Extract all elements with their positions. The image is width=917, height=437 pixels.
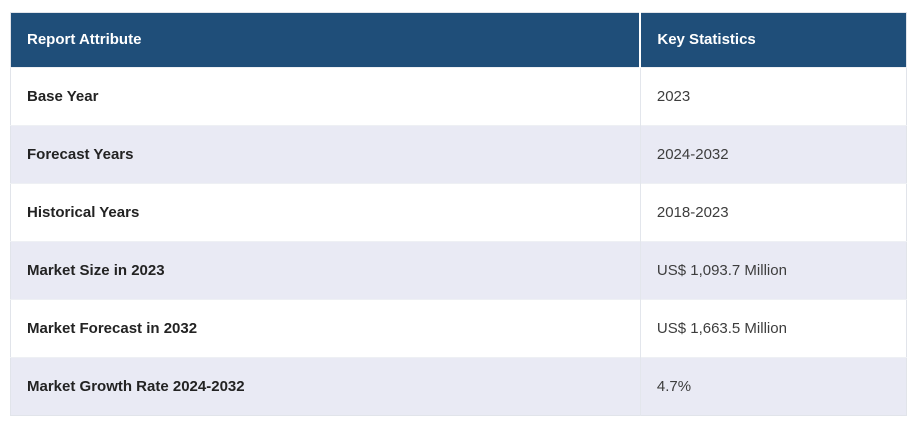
value-cell: US$ 1,093.7 Million — [639, 241, 907, 300]
table-body: Base Year 2023 Forecast Years 2024-2032 … — [10, 67, 907, 416]
table-header: Report Attribute Key Statistics — [10, 12, 907, 68]
attribute-cell: Base Year — [10, 67, 641, 126]
attribute-cell: Historical Years — [10, 183, 641, 242]
column-header-key-statistics: Key Statistics — [639, 12, 907, 68]
attribute-cell: Market Growth Rate 2024-2032 — [10, 357, 641, 416]
attribute-cell: Market Size in 2023 — [10, 241, 641, 300]
report-summary-table-container: Report Attribute Key Statistics Base Yea… — [10, 12, 907, 416]
attribute-cell: Market Forecast in 2032 — [10, 299, 641, 358]
attribute-cell: Forecast Years — [10, 125, 641, 184]
table-row: Forecast Years 2024-2032 — [10, 125, 907, 184]
report-summary-table: Report Attribute Key Statistics Base Yea… — [10, 12, 907, 416]
value-cell: 2024-2032 — [639, 125, 907, 184]
table-row: Base Year 2023 — [10, 67, 907, 126]
table-row: Historical Years 2018-2023 — [10, 183, 907, 242]
table-row: Market Size in 2023 US$ 1,093.7 Million — [10, 241, 907, 300]
table-row: Market Growth Rate 2024-2032 4.7% — [10, 357, 907, 416]
value-cell: 4.7% — [639, 357, 907, 416]
table-row: Market Forecast in 2032 US$ 1,663.5 Mill… — [10, 299, 907, 358]
value-cell: US$ 1,663.5 Million — [639, 299, 907, 358]
value-cell: 2023 — [639, 67, 907, 126]
table-header-row: Report Attribute Key Statistics — [10, 12, 907, 68]
value-cell: 2018-2023 — [639, 183, 907, 242]
column-header-report-attribute: Report Attribute — [10, 12, 641, 68]
